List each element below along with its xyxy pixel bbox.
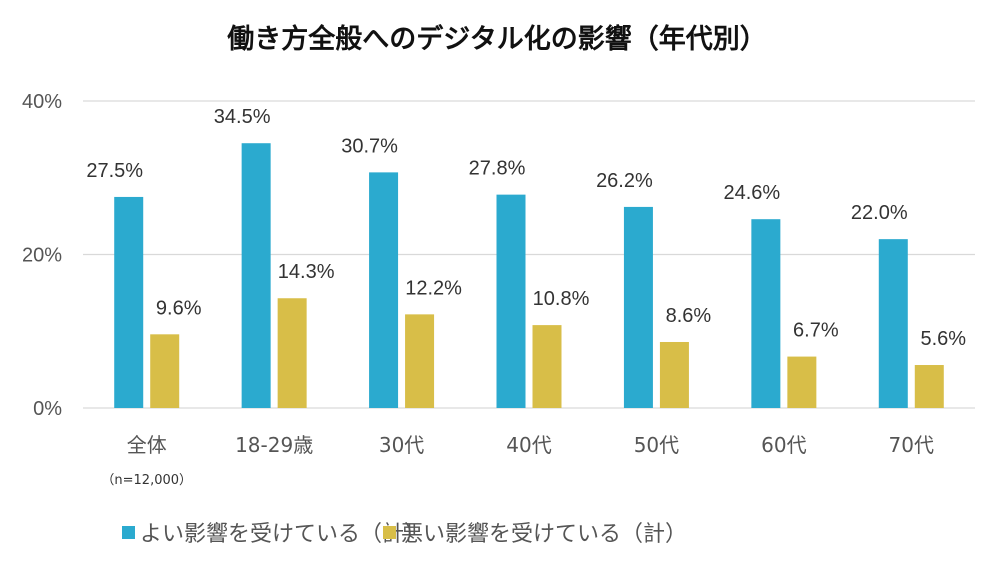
- x-category-note: （n=12,000）: [101, 473, 192, 488]
- bar-positive-5: [751, 219, 781, 408]
- data-label: 27.5%: [86, 160, 143, 182]
- data-label: 12.2%: [405, 277, 462, 299]
- data-label: 22.0%: [851, 202, 908, 224]
- bar-positive-6: [878, 239, 908, 408]
- x-category-label: 30代: [379, 433, 424, 457]
- data-label: 10.8%: [533, 288, 590, 310]
- y-tick-label: 0%: [33, 398, 62, 420]
- bar-positive-3: [496, 194, 526, 408]
- x-category-label: 50代: [634, 433, 679, 457]
- bar-negative-3: [532, 325, 562, 408]
- data-label: 14.3%: [278, 261, 335, 283]
- y-axis-ticks: 0% 20% 40%: [22, 91, 62, 420]
- bar-negative-2: [405, 314, 435, 408]
- data-label: 26.2%: [596, 170, 653, 192]
- y-tick-label: 20%: [22, 245, 62, 267]
- x-axis-categories: 全体 （n=12,000） 18-29歳 30代 40代 50代 60代 70代: [101, 433, 934, 488]
- legend-label: 悪い影響を受けている（計）: [401, 522, 687, 547]
- data-labels: 27.5% 9.6% 34.5% 14.3% 30.7% 12.2% 27.8% 10.8% 2…: [86, 106, 966, 350]
- bar-negative-0: [150, 334, 180, 408]
- data-label: 34.5%: [214, 106, 271, 128]
- legend-swatch: [383, 526, 396, 539]
- bar-negative-4: [659, 341, 689, 408]
- bar-positive-4: [623, 206, 653, 408]
- legend-label: よい影響を受けている（計）: [140, 522, 426, 547]
- x-category-label: 60代: [761, 433, 806, 457]
- data-label: 30.7%: [341, 135, 398, 157]
- data-label: 9.6%: [156, 297, 202, 319]
- bars: [114, 143, 944, 408]
- bar-positive-1: [241, 143, 271, 408]
- chart-title: 働き方全般へのデジタル化の影響（年代別）: [227, 23, 766, 55]
- y-tick-label: 40%: [22, 91, 62, 113]
- data-label: 8.6%: [666, 305, 712, 327]
- data-label: 5.6%: [920, 328, 966, 350]
- gridlines: [83, 100, 975, 409]
- data-label: 27.8%: [469, 158, 526, 180]
- x-category-label: 40代: [506, 433, 551, 457]
- x-category-label: 全体: [127, 433, 167, 457]
- x-category-label: 70代: [889, 433, 934, 457]
- bar-positive-0: [114, 196, 144, 408]
- legend: よい影響を受けている（計）悪い影響を受けている（計）: [122, 522, 687, 547]
- bar-negative-5: [787, 356, 817, 408]
- data-label: 6.7%: [793, 320, 839, 342]
- x-category-label: 18-29歳: [235, 433, 313, 457]
- data-label: 24.6%: [723, 182, 780, 204]
- legend-swatch: [122, 526, 135, 539]
- bar-positive-2: [369, 172, 399, 408]
- bar-negative-6: [914, 365, 944, 408]
- bar-negative-1: [277, 298, 307, 408]
